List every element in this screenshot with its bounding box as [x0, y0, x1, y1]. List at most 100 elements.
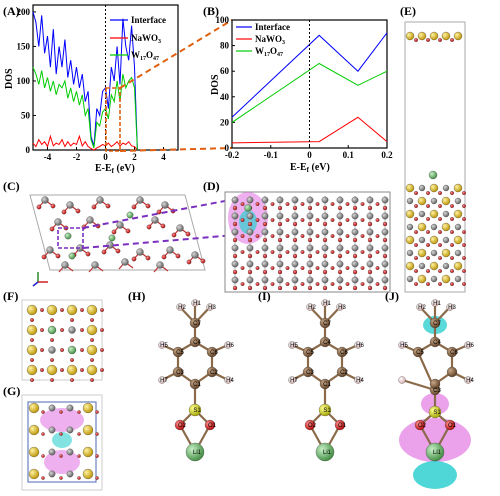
oxygen-atom — [85, 251, 91, 257]
atom-label: Li1 — [323, 450, 332, 456]
h4-atom — [354, 376, 362, 384]
lithium-atom — [47, 325, 57, 335]
oxygen-atom — [105, 203, 111, 209]
oxygen-atom — [345, 266, 350, 270]
sodium-atom — [86, 364, 98, 376]
panel-e-atoms — [405, 31, 466, 286]
chart-b-ticks: -0.2 -0.1 0 0.1 0.2 0 20 40 60 80 100 — [216, 15, 394, 160]
oxygen-atom — [307, 285, 313, 291]
oxygen-atom — [307, 205, 313, 211]
sodium-atom — [417, 248, 427, 258]
sodium-atom — [26, 304, 38, 316]
oxygen-atom — [438, 282, 442, 286]
oxygen-atom — [70, 358, 74, 362]
oxygen-atom — [77, 454, 81, 458]
ylabel-b: DOS — [210, 74, 221, 95]
oxygen-atom — [270, 234, 275, 238]
oxygen-atom — [70, 378, 74, 382]
oxygen-atom — [345, 250, 350, 254]
atom-label: O2 — [418, 423, 427, 429]
oxygen-atom — [240, 282, 245, 286]
oxygen-atom — [307, 221, 313, 227]
tungsten-atom — [351, 244, 359, 252]
oxygen-atom — [375, 266, 380, 270]
oxygen-atom — [95, 432, 99, 436]
oxygen-atom — [375, 218, 380, 222]
oxygen-atom — [240, 266, 245, 270]
oxygen-atom — [91, 204, 97, 210]
atom-label: H2 — [308, 305, 316, 311]
oxygen-atom — [30, 358, 34, 362]
oxygen-atom — [255, 234, 260, 238]
oxygen-atom — [345, 202, 350, 206]
oxygen-atom — [414, 38, 418, 42]
tungsten-atom — [86, 216, 94, 224]
oxygen-atom — [367, 253, 373, 259]
series-line — [32, 11, 138, 151]
c3-atom — [172, 366, 184, 378]
xlabel-b: E-Ef (eV) — [290, 162, 330, 174]
oxygen-atom — [61, 209, 67, 215]
oxygen-atom — [330, 266, 335, 270]
oxygen-atom — [300, 202, 305, 206]
tungsten-atom — [351, 276, 359, 284]
oxygen-atom — [382, 237, 388, 243]
oxygen-atom — [414, 282, 418, 286]
oxygen-atom — [367, 237, 373, 243]
tungsten-atom — [336, 212, 344, 220]
oxygen-atom — [186, 259, 192, 265]
atom-label: C4 — [193, 340, 201, 346]
sodium-atom — [417, 31, 427, 41]
tungsten-atom — [261, 228, 269, 236]
ytick-label: 100 — [17, 76, 31, 86]
crystal-topview-f — [21, 299, 104, 382]
tungsten-atom — [66, 448, 74, 456]
ytick-label: 0 — [26, 145, 31, 155]
tungsten-atom — [151, 216, 159, 224]
lithium-atom — [244, 204, 252, 212]
panel-label-f: (F) — [3, 289, 18, 303]
atom-label: C5 — [176, 350, 184, 356]
sodium-atom — [441, 31, 451, 41]
oxygen-atom — [450, 204, 454, 208]
tungsten-atom — [291, 276, 299, 284]
oxygen-atom — [131, 204, 137, 210]
tungsten-atom — [351, 228, 359, 236]
tungsten-atom — [418, 184, 426, 192]
sodium-atom — [453, 31, 463, 41]
oxygen-atom — [125, 228, 131, 234]
oxygen-atom — [60, 328, 64, 332]
oxygen-atom — [462, 191, 466, 195]
o2-atom — [414, 419, 426, 431]
tungsten-atom — [191, 251, 199, 259]
tungsten-atom — [442, 262, 450, 270]
tungsten-atom — [351, 212, 359, 220]
tungsten-atom — [306, 196, 314, 204]
tungsten-atom — [276, 244, 284, 252]
c2-atom — [206, 366, 218, 378]
atom-label: O1 — [338, 423, 347, 429]
oxygen-atom — [101, 249, 107, 255]
oxygen-atom — [462, 217, 466, 221]
atom-label: H6 — [356, 343, 364, 349]
tungsten-atom — [306, 276, 314, 284]
tungsten-atom — [231, 276, 239, 284]
c1-atom — [319, 378, 331, 390]
panel-label-d: (D) — [203, 179, 220, 193]
tungsten-atom — [291, 212, 299, 220]
oxygen-atom — [375, 250, 380, 254]
unit-cell-c — [29, 194, 206, 271]
oxygen-atom — [50, 318, 54, 322]
oxygen-atom — [77, 432, 81, 436]
highlight-box-c — [57, 227, 84, 249]
tungsten-atom — [366, 212, 374, 220]
oxygen-atom — [450, 256, 454, 260]
oxygen-atom — [462, 230, 466, 234]
xlabel-a: E-Ef (eV) — [95, 163, 135, 175]
iso-neg-g — [52, 432, 72, 448]
oxygen-atom — [40, 368, 44, 372]
oxygen-atom — [50, 338, 54, 342]
sodium-atom — [82, 402, 94, 414]
atom-label: H2 — [418, 305, 426, 311]
c6-atom — [336, 346, 348, 358]
